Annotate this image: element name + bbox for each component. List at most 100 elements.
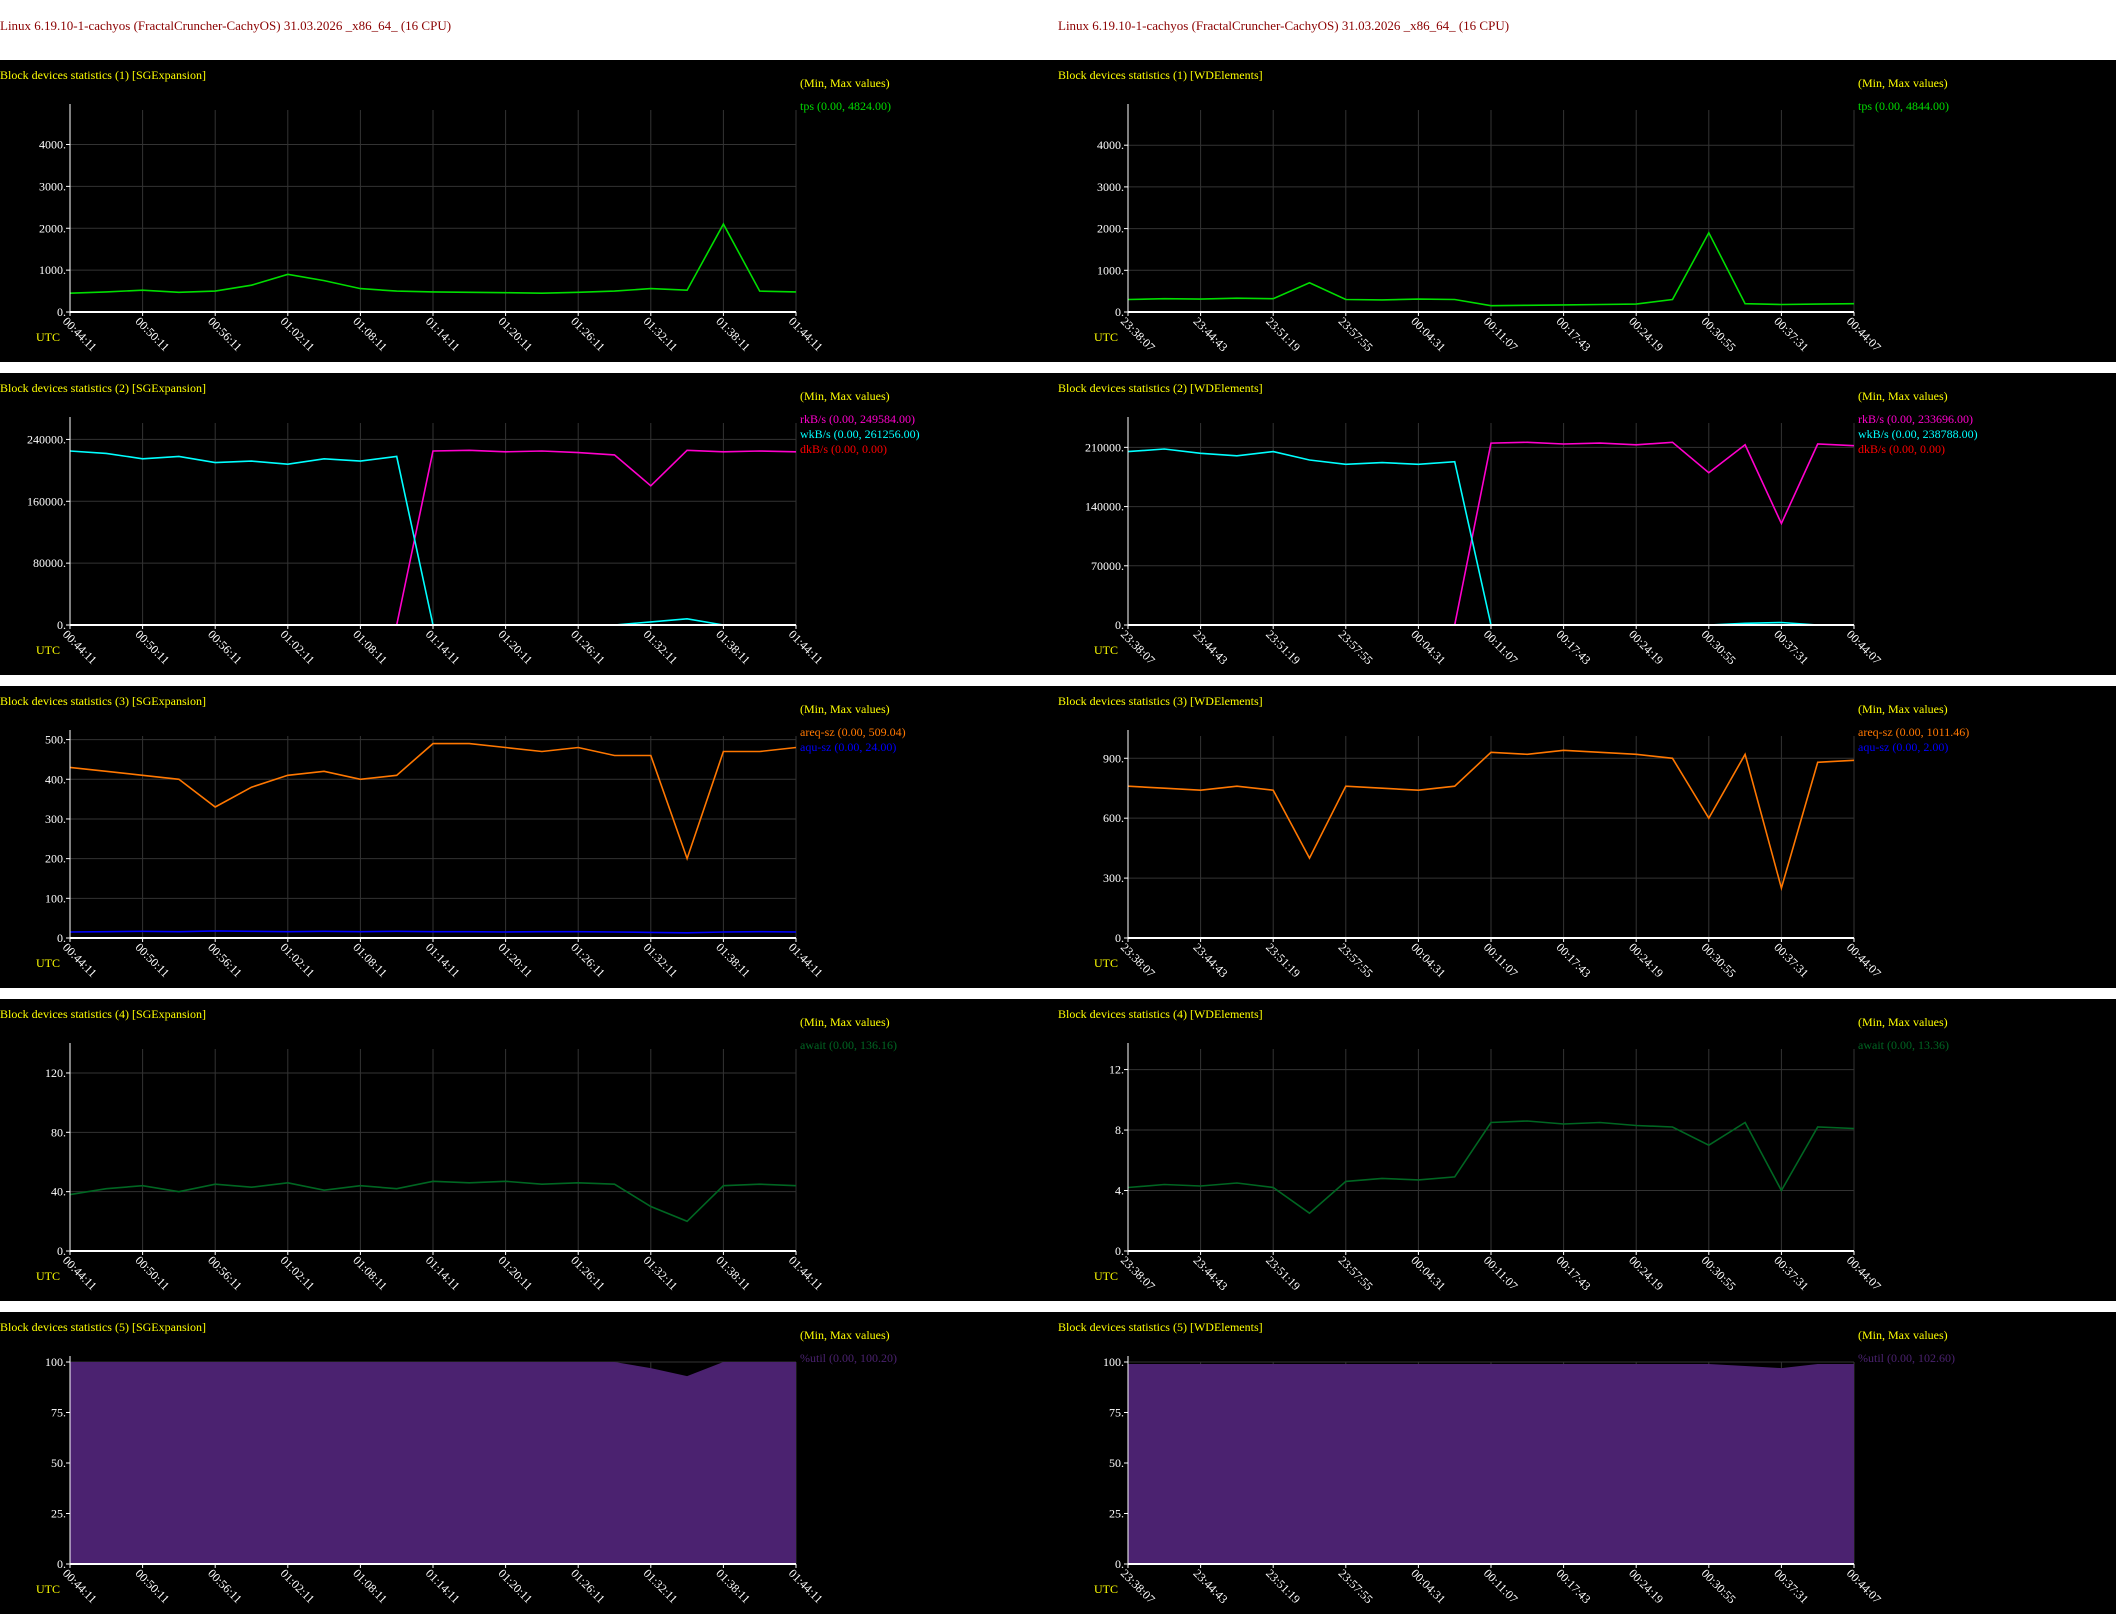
chart-title: Block devices statistics (1) [WDElements… <box>1058 68 1263 82</box>
legend: await (0.00, 136.16) <box>800 1038 897 1053</box>
x-tick-label: 01:38:11 <box>713 1566 753 1606</box>
x-tick-label: 00:17:43 <box>1553 940 1593 980</box>
y-tick-label: 0. <box>57 1244 66 1258</box>
x-tick-label: 00:44:11 <box>60 1253 100 1293</box>
y-tick-label: 0. <box>1115 931 1124 945</box>
utc-label: UTC <box>1094 956 1118 970</box>
x-tick-label: 00:17:43 <box>1553 1253 1593 1293</box>
y-tick-label: 75. <box>1109 1406 1124 1420</box>
minmax-title: (Min, Max values) <box>800 1328 890 1342</box>
x-tick-label: 00:30:55 <box>1699 940 1739 980</box>
y-tick-label: 4000. <box>39 138 66 152</box>
x-tick-label: 23:57:55 <box>1336 940 1376 980</box>
x-tick-label: 00:44:07 <box>1844 1253 1884 1293</box>
x-tick-label: 00:24:19 <box>1626 1566 1666 1606</box>
x-tick-label: 00:11:07 <box>1481 1566 1521 1606</box>
chart-title: Block devices statistics (3) [SGExpansio… <box>0 694 206 708</box>
x-tick-label: 23:57:55 <box>1336 627 1376 667</box>
x-tick-label: 00:17:43 <box>1553 1566 1593 1606</box>
y-tick-label: 25. <box>1109 1507 1124 1521</box>
legend-entry-await: await (0.00, 136.16) <box>800 1038 897 1052</box>
x-tick-label: 23:44:43 <box>1190 1253 1230 1293</box>
y-tick-label: 120. <box>45 1066 66 1080</box>
x-tick-label: 01:44:11 <box>786 1253 826 1293</box>
x-tick-label: 01:32:11 <box>641 314 681 354</box>
utc-label: UTC <box>1094 1269 1118 1283</box>
x-tick-label: 01:26:11 <box>568 627 608 667</box>
legend-entry-areq-sz: areq-sz (0.00, 509.04) <box>800 725 906 739</box>
chart-panel-2-wdelements: Block devices statistics (2) [WDElements… <box>1058 373 2116 675</box>
chart-panel-5-sgexpansion: Block devices statistics (5) [SGExpansio… <box>0 1312 1058 1614</box>
chart-svg: 0. 70000. 140000. 210000. 23:38:07 23:44:43 23… <box>1085 417 1884 667</box>
x-tick-label: 00:11:07 <box>1481 314 1521 354</box>
y-tick-label: 2000. <box>39 221 66 235</box>
series-line-await <box>1127 1120 1855 1215</box>
chart-svg: 0. 300. 600. 900. 23:38:07 23:44:43 23:51:19 23… <box>1103 730 1884 980</box>
x-tick-label: 01:02:11 <box>278 1253 318 1293</box>
y-tick-label: 8. <box>1115 1123 1124 1137</box>
legend: await (0.00, 13.36) <box>1858 1038 1949 1053</box>
x-tick-label: 00:04:31 <box>1408 314 1448 354</box>
series-line-tps <box>69 222 797 295</box>
x-tick-label: 23:57:55 <box>1336 1566 1376 1606</box>
y-tick-label: 1000. <box>1097 263 1124 277</box>
chart-title: Block devices statistics (5) [WDElements… <box>1058 1320 1263 1334</box>
y-tick-label: 0. <box>1115 305 1124 319</box>
y-tick-label: 100. <box>1103 1355 1124 1369</box>
utc-label: UTC <box>36 1269 60 1283</box>
x-tick-label: 00:24:19 <box>1626 314 1666 354</box>
x-tick-label: 23:44:43 <box>1190 1566 1230 1606</box>
legend: %util (0.00, 100.20) <box>800 1351 897 1366</box>
chart-panel-4-sgexpansion: Block devices statistics (4) [SGExpansio… <box>0 999 1058 1301</box>
x-tick-label: 23:51:19 <box>1263 940 1303 980</box>
legend-entry-dkb-s: dkB/s (0.00, 0.00) <box>1858 442 1945 456</box>
x-tick-label: 23:57:55 <box>1336 1253 1376 1293</box>
x-tick-label: 01:02:11 <box>278 940 318 980</box>
x-tick-label: 23:38:07 <box>1118 1566 1158 1606</box>
chart-title: Block devices statistics (5) [SGExpansio… <box>0 1320 206 1334</box>
x-tick-label: 00:17:43 <box>1553 314 1593 354</box>
x-tick-label: 01:02:11 <box>278 627 318 667</box>
x-tick-label: 00:37:31 <box>1771 314 1811 354</box>
x-tick-label: 23:57:55 <box>1336 314 1376 354</box>
x-tick-label: 01:32:11 <box>641 940 681 980</box>
x-tick-label: 01:08:11 <box>350 1566 390 1606</box>
x-tick-label: 23:38:07 <box>1118 1253 1158 1293</box>
x-tick-label: 01:44:11 <box>786 314 826 354</box>
x-tick-label: 23:38:07 <box>1118 627 1158 667</box>
x-tick-label: 00:04:31 <box>1408 1253 1448 1293</box>
x-tick-label: 00:30:55 <box>1699 1253 1739 1293</box>
x-tick-label: 23:44:43 <box>1190 940 1230 980</box>
x-tick-label: 00:24:19 <box>1626 627 1666 667</box>
utc-label: UTC <box>36 956 60 970</box>
y-tick-label: 3000. <box>39 179 66 193</box>
x-tick-label: 23:51:19 <box>1263 627 1303 667</box>
x-tick-label: 00:37:31 <box>1771 940 1811 980</box>
y-tick-label: 3000. <box>1097 180 1124 194</box>
y-tick-label: 0. <box>57 618 66 632</box>
chart-title: Block devices statistics (2) [WDElements… <box>1058 381 1263 395</box>
chart-svg: 0. 25. 50. 75. 100. 00:44:11 00:50:11 00:56:11 0… <box>45 1355 826 1606</box>
x-tick-label: 01:32:11 <box>641 1253 681 1293</box>
minmax-title: (Min, Max values) <box>800 1015 890 1029</box>
utc-label: UTC <box>1094 330 1118 344</box>
chart-title: Block devices statistics (4) [SGExpansio… <box>0 1007 206 1021</box>
x-tick-label: 00:24:19 <box>1626 1253 1666 1293</box>
y-tick-label: 100. <box>45 891 66 905</box>
y-tick-label: 4000. <box>1097 138 1124 152</box>
y-tick-label: 300. <box>1103 871 1124 885</box>
x-tick-label: 00:04:31 <box>1408 940 1448 980</box>
chart-svg: 0. 80000. 160000. 240000. 00:44:11 00:50:11 00… <box>27 417 826 667</box>
legend: tps (0.00, 4824.00) <box>800 99 891 114</box>
utc-label: UTC <box>36 1582 60 1596</box>
x-tick-label: 00:56:11 <box>205 1566 245 1606</box>
y-tick-label: 210000. <box>1085 440 1124 454</box>
x-tick-label: 00:44:11 <box>60 1566 100 1606</box>
legend-entry-rkb-s: rkB/s (0.00, 233696.00) <box>1858 412 1973 426</box>
legend-entry-await: await (0.00, 13.36) <box>1858 1038 1949 1052</box>
x-tick-label: 01:08:11 <box>350 314 390 354</box>
legend-entry--util: %util (0.00, 102.60) <box>1858 1351 1955 1365</box>
utc-label: UTC <box>1094 643 1118 657</box>
series-line-tps <box>1127 231 1855 307</box>
x-tick-label: 01:38:11 <box>713 940 753 980</box>
